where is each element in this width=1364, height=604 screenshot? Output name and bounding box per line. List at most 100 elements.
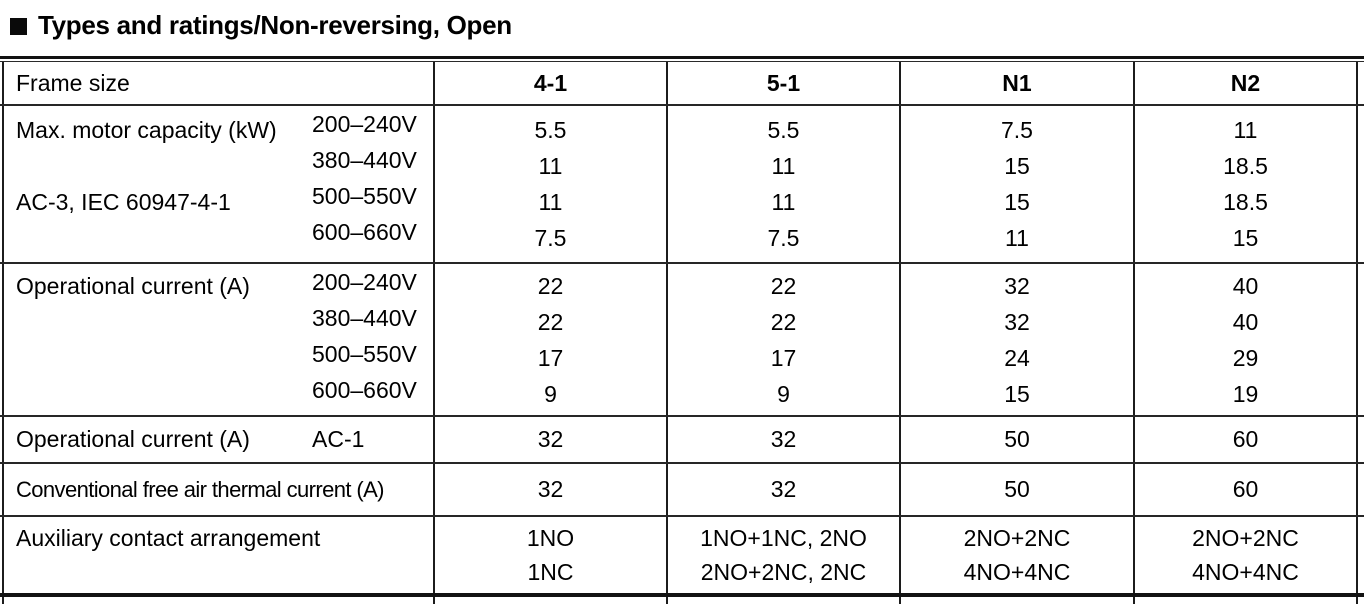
voltage-label: 500–550V [312, 341, 417, 367]
value-cell: 40 [1232, 309, 1259, 335]
operational-current-values-n2: 40 40 29 19 [1133, 264, 1358, 415]
value-cell: 11 [1005, 225, 1029, 251]
frame-col-header-n2: N2 [1133, 62, 1358, 104]
cropped-next-row-stub [2, 597, 1358, 604]
voltage-label: 380–440V [312, 305, 417, 331]
value-cell: 4NO+4NC [963, 559, 1071, 585]
voltage-label: 600–660V [312, 377, 417, 403]
voltage-labels: 200–240V 380–440V 500–550V 600–660V [312, 106, 417, 250]
value-cell: 18.5 [1223, 189, 1268, 215]
frame-size-header: Frame size [2, 62, 433, 104]
voltage-label: 200–240V [312, 111, 417, 137]
value-cell: 15 [1004, 153, 1030, 179]
thermal-value-n2: 60 [1133, 464, 1358, 515]
voltage-label: 200–240V [312, 269, 417, 295]
value-cell: 2NO+2NC [963, 525, 1071, 551]
row-divider [0, 462, 1364, 464]
stub-cell [899, 597, 1133, 604]
operational-current-label-cell: Operational current (A) 200–240V 380–440… [2, 264, 433, 415]
aux-values-n2: 2NO+2NC 4NO+4NC [1133, 517, 1358, 593]
value-cell: 1NO+1NC, 2NO [700, 525, 867, 551]
value-cell: 15 [1232, 225, 1259, 251]
table-top-double-border [0, 56, 1364, 62]
thermal-current-label: Conventional free air thermal current (A… [2, 464, 433, 515]
voltage-label: 500–550V [312, 183, 417, 209]
value-cell: 9 [777, 381, 790, 407]
voltage-labels: 200–240V 380–440V 500–550V 600–660V [312, 264, 417, 408]
value-cell: 1NO [526, 525, 575, 551]
aux-values-n1: 2NO+2NC 4NO+4NC [899, 517, 1133, 593]
aux-values-4-1: 1NO 1NC [433, 517, 666, 593]
operational-current-label: Operational current (A) [16, 273, 250, 299]
value-cell: 24 [1004, 345, 1030, 371]
voltage-label: 600–660V [312, 219, 417, 245]
value-cell: 15 [1004, 189, 1030, 215]
value-cell: 7.5 [767, 225, 800, 251]
voltage-label: 380–440V [312, 147, 417, 173]
row-divider [0, 415, 1364, 417]
value-cell: 2NO+2NC, 2NC [700, 559, 867, 585]
value-cell: 32 [1004, 309, 1030, 335]
ac1-sublabel: AC-1 [312, 426, 365, 452]
frame-col-header-n1: N1 [899, 62, 1133, 104]
ratings-table: Frame size 4-1 5-1 N1 N2 Max. motor capa… [0, 56, 1364, 604]
thermal-value-4-1: 32 [433, 464, 666, 515]
motor-capacity-values-5-1: 5.5 11 11 7.5 [666, 106, 899, 262]
aux-values-5-1: 1NO+1NC, 2NO 2NO+2NC, 2NC [666, 517, 899, 593]
ac1-row-label: Operational current (A) [16, 426, 250, 452]
auxiliary-contact-label-cell: Auxiliary contact arrangement [2, 517, 433, 593]
value-cell: 17 [770, 345, 797, 371]
motor-capacity-values-4-1: 5.5 11 11 7.5 [433, 106, 666, 262]
stub-cell [1133, 597, 1358, 604]
value-cell: 19 [1232, 381, 1259, 407]
motor-capacity-label-cell: Max. motor capacity (kW) AC-3, IEC 60947… [2, 106, 433, 262]
header-row: Frame size 4-1 5-1 N1 N2 [2, 62, 1358, 104]
value-cell: 22 [537, 273, 564, 299]
value-cell: 11 [1233, 117, 1258, 143]
thermal-current-row: Conventional free air thermal current (A… [2, 464, 1358, 515]
ac1-value-5-1: 32 [666, 417, 899, 462]
ac1-value-n1: 50 [899, 417, 1133, 462]
row-divider [0, 104, 1364, 106]
ac1-value-4-1: 32 [433, 417, 666, 462]
frame-col-header-4-1: 4-1 [433, 62, 666, 104]
frame-col-header-5-1: 5-1 [666, 62, 899, 104]
section-title-text: Types and ratings/Non-reversing, Open [38, 9, 512, 40]
value-cell: 2NO+2NC [1192, 525, 1299, 551]
stub-cell [2, 597, 433, 604]
value-cell: 11 [538, 153, 563, 179]
value-cell: 4NO+4NC [1192, 559, 1299, 585]
value-cell: 11 [771, 153, 796, 179]
value-cell: 9 [544, 381, 557, 407]
stub-cell [666, 597, 899, 604]
value-cell: 7.5 [534, 225, 567, 251]
bullet-square-icon [10, 17, 27, 35]
value-cell: 5.5 [534, 117, 567, 143]
motor-capacity-values-n2: 11 18.5 18.5 15 [1133, 106, 1358, 262]
table-bottom-border [0, 593, 1364, 597]
value-cell: 32 [1004, 273, 1030, 299]
value-cell: 11 [771, 189, 796, 215]
motor-capacity-section: Max. motor capacity (kW) AC-3, IEC 60947… [2, 106, 1358, 262]
value-cell: 7.5 [1001, 117, 1033, 143]
value-cell: 11 [538, 189, 563, 215]
value-cell: 17 [537, 345, 564, 371]
value-cell: 15 [1004, 381, 1030, 407]
ac1-label-cell: Operational current (A) AC-1 [2, 417, 433, 462]
value-cell: 22 [770, 309, 797, 335]
ac1-row: Operational current (A) AC-1 32 32 50 60 [2, 417, 1358, 462]
ac3-standard-label: AC-3, IEC 60947-4-1 [16, 189, 231, 215]
operational-current-section: Operational current (A) 200–240V 380–440… [2, 264, 1358, 415]
value-cell: 1NC [527, 559, 574, 585]
value-cell: 29 [1232, 345, 1259, 371]
operational-current-values-5-1: 22 22 17 9 [666, 264, 899, 415]
thermal-value-5-1: 32 [666, 464, 899, 515]
auxiliary-contact-row: Auxiliary contact arrangement 1NO 1NC 1N… [2, 517, 1358, 593]
thermal-value-n1: 50 [899, 464, 1133, 515]
section-title: Types and ratings/Non-reversing, Open [10, 8, 512, 42]
operational-current-values-n1: 32 32 24 15 [899, 264, 1133, 415]
value-cell: 5.5 [767, 117, 800, 143]
operational-current-values-4-1: 22 22 17 9 [433, 264, 666, 415]
row-divider [0, 515, 1364, 517]
value-cell: 18.5 [1223, 153, 1268, 179]
